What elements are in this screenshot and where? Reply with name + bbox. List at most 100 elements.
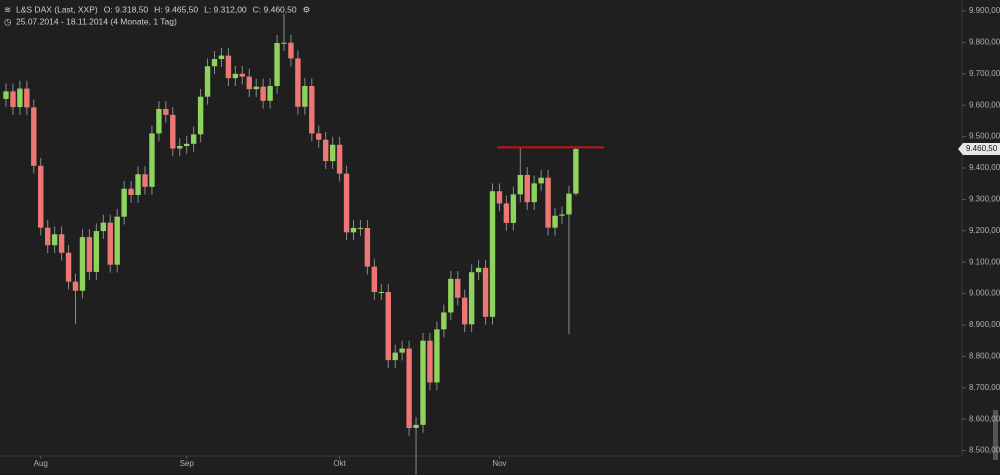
candle-body <box>38 165 44 228</box>
ohlc-info: H: 9.465,50 <box>154 4 198 14</box>
candle-body <box>531 183 537 203</box>
y-tick-label: 9.800,00 <box>969 37 1000 46</box>
candle-body <box>114 216 120 265</box>
y-tick-label: 9.200,00 <box>969 226 1000 235</box>
y-tick-label: 9.900,00 <box>969 6 1000 15</box>
candle-body <box>385 292 391 361</box>
candle-body <box>295 58 301 107</box>
candle-body <box>31 107 37 166</box>
candle-body <box>455 278 461 298</box>
symbol-icon: ≋ <box>4 4 11 14</box>
candle-body <box>218 55 225 60</box>
candle-body <box>336 144 343 174</box>
candle-body <box>58 234 65 253</box>
candle-body <box>211 59 218 67</box>
candle-body <box>128 188 134 195</box>
candle-body <box>135 174 141 195</box>
candle-body <box>399 348 405 353</box>
candle-body <box>163 108 169 115</box>
candle-body <box>142 174 148 187</box>
candle-body <box>441 312 447 330</box>
y-tick-label: 9.400,00 <box>969 163 1000 172</box>
candle-body <box>45 227 51 246</box>
candle-body <box>566 193 572 215</box>
ohlc-info: O: 9.318,50 <box>104 4 149 14</box>
candle-body <box>468 272 475 325</box>
candle-body <box>149 133 155 187</box>
candle-body <box>559 214 565 216</box>
candle-body <box>448 278 454 313</box>
candle-body <box>17 88 23 108</box>
candle-body <box>552 215 558 228</box>
y-tick-label: 9.600,00 <box>969 100 1000 109</box>
candle-body <box>434 329 440 383</box>
candle-body <box>10 91 16 108</box>
candle-body <box>503 203 510 223</box>
y-tick-label: 9.700,00 <box>969 69 1000 78</box>
last-price-label: 9.460,50 <box>966 144 998 153</box>
candle-body <box>392 352 398 361</box>
x-tick-label: Aug <box>34 459 48 468</box>
chart-subtitle: 25.07.2014 - 18.11.2014 (4 Monate, 1 Tag… <box>16 16 177 26</box>
candle-body <box>545 177 551 228</box>
candle-body <box>260 86 266 101</box>
candle-body <box>420 340 426 425</box>
candle-body <box>156 108 162 134</box>
y-tick-label: 8.800,00 <box>969 351 1000 360</box>
clock-icon: ◷ <box>4 16 12 26</box>
candle-body <box>573 148 579 194</box>
candle-body <box>343 173 350 233</box>
candle-body <box>93 231 100 272</box>
candle-body <box>413 424 419 428</box>
scrollbar[interactable] <box>993 410 998 460</box>
candle-body <box>316 133 322 140</box>
candle-body <box>378 292 384 294</box>
candle-body <box>517 174 523 195</box>
candle-body <box>51 234 58 246</box>
y-tick-label: 8.600,00 <box>969 414 1000 423</box>
candle-body <box>246 76 252 90</box>
candle-body <box>475 267 482 273</box>
candle-body <box>100 222 106 232</box>
candle-body <box>357 227 364 229</box>
candle-body <box>329 144 336 162</box>
y-tick-label: 9.100,00 <box>969 257 1000 266</box>
candle-body <box>239 73 245 77</box>
candle-body <box>323 139 329 162</box>
candle-body <box>489 191 496 317</box>
candle-body <box>524 174 530 203</box>
x-tick-label: Nov <box>492 459 506 468</box>
x-tick-label: Sep <box>180 459 195 468</box>
candle-body <box>267 86 273 101</box>
candle-body <box>427 340 433 383</box>
candle-body <box>281 42 287 44</box>
candle-body <box>184 143 190 147</box>
candle-body <box>496 191 503 204</box>
candle-body <box>86 237 93 272</box>
ohlc-info: C: 9.460,50 <box>253 4 297 14</box>
candle-body <box>371 266 378 293</box>
candle-body <box>309 86 315 134</box>
candle-body <box>197 96 204 135</box>
y-tick-label: 9.300,00 <box>969 194 1000 203</box>
candle-body <box>482 267 489 317</box>
candle-body <box>274 43 280 87</box>
settings-icon: ⚙ <box>303 4 311 14</box>
ohlc-info: L: 9.312,00 <box>204 4 247 14</box>
candle-body <box>121 188 127 217</box>
candle-body <box>107 222 113 265</box>
candle-body <box>177 146 183 149</box>
candle-body <box>72 281 79 291</box>
candle-body <box>79 237 86 291</box>
candle-body <box>232 73 239 79</box>
candle-body <box>170 114 176 149</box>
last-price-box <box>958 142 1000 155</box>
x-tick-label: Okt <box>333 459 346 468</box>
candle-body <box>350 227 357 233</box>
y-tick-label: 9.500,00 <box>969 132 1000 141</box>
candle-body <box>3 91 9 99</box>
y-tick-label: 8.900,00 <box>969 320 1000 329</box>
candle-body <box>364 227 371 267</box>
